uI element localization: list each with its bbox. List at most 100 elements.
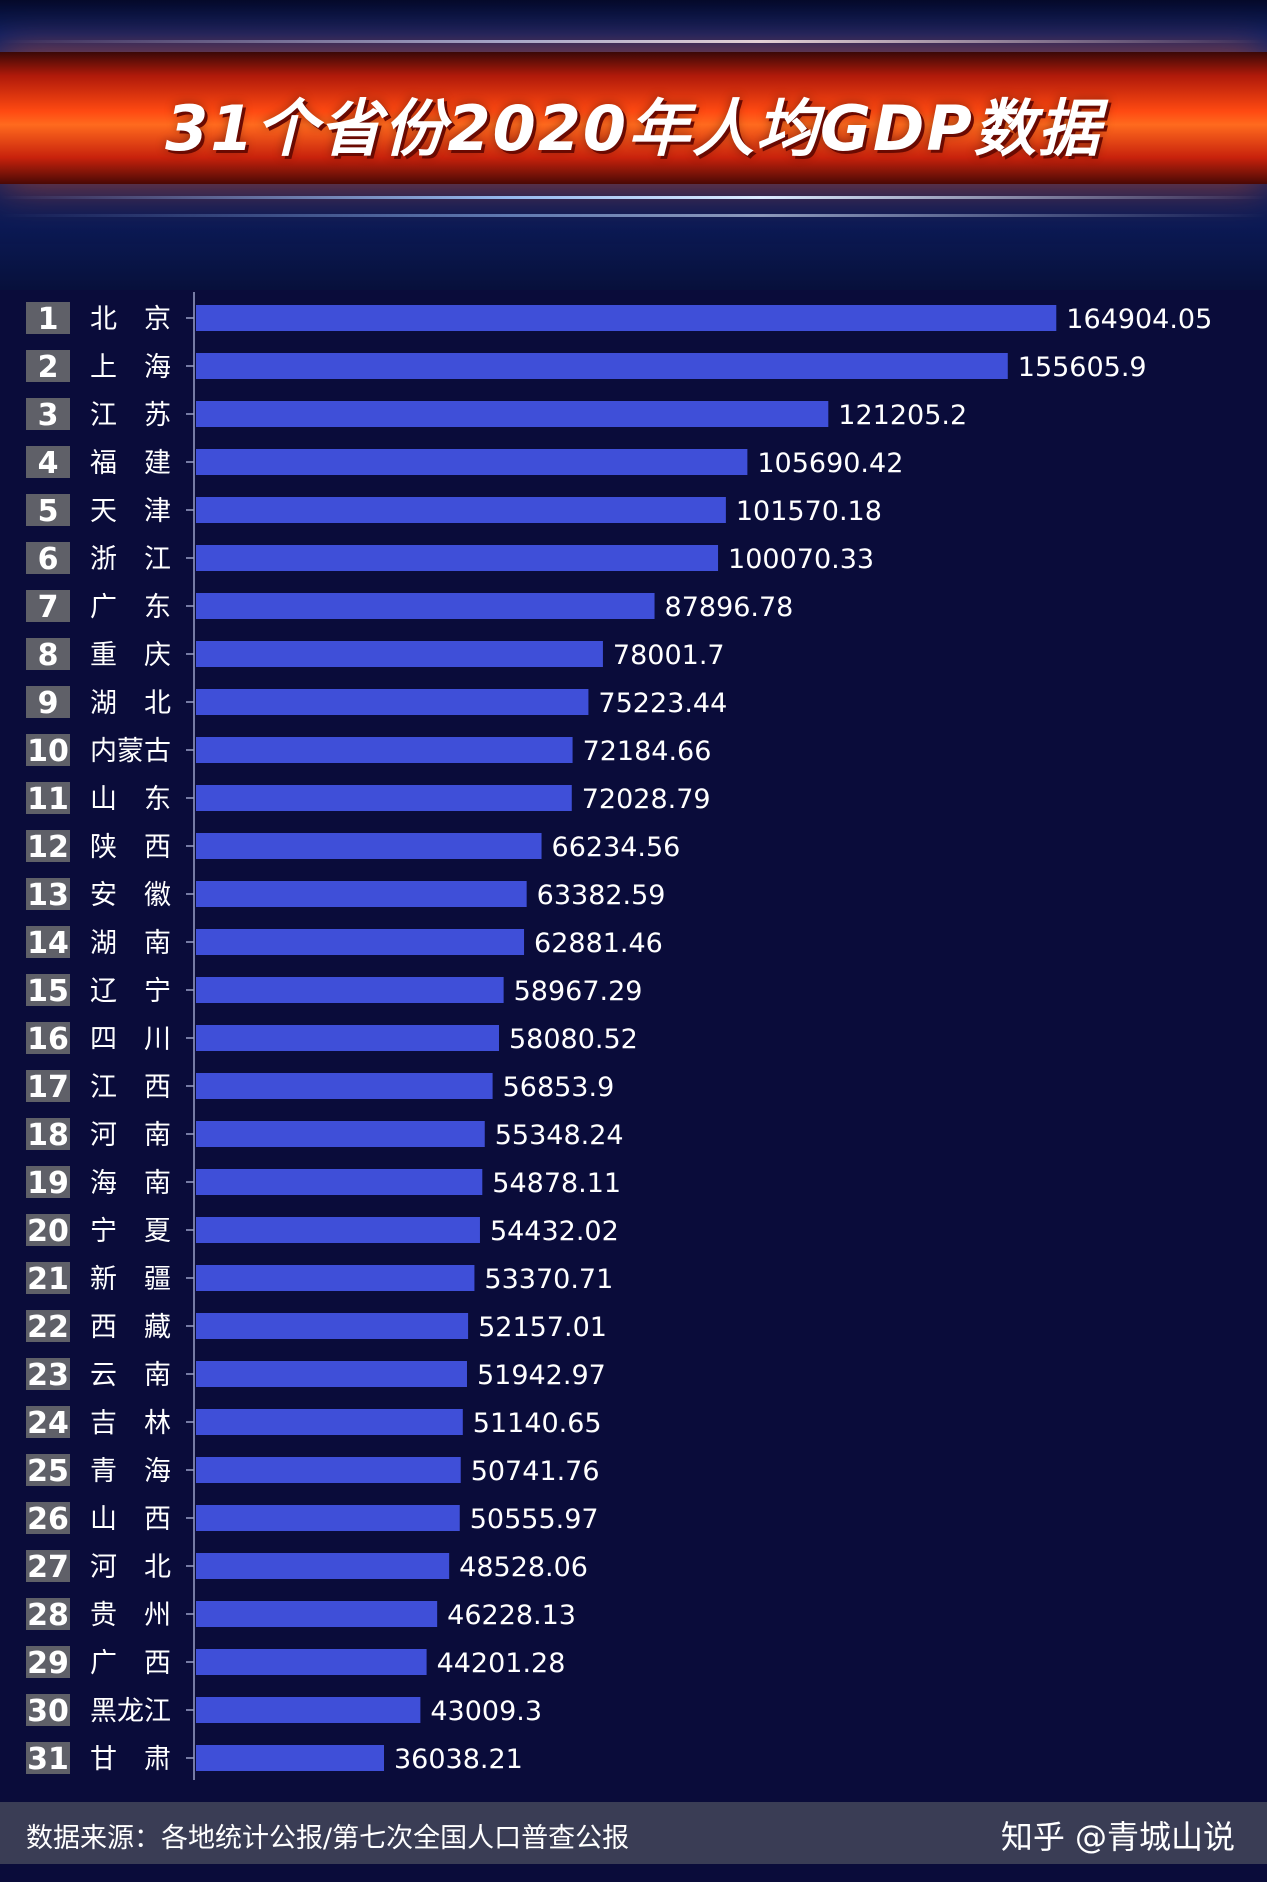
chart-title: 31个省份2020年人均GDP数据 xyxy=(165,92,1102,165)
rank-badge xyxy=(26,686,70,718)
value-label: 46228.13 xyxy=(447,1600,576,1631)
value-label: 121205.2 xyxy=(838,400,967,431)
bar xyxy=(196,1361,467,1387)
rank-label: 27 xyxy=(27,1550,69,1585)
bar xyxy=(196,929,525,955)
rank-label: 5 xyxy=(38,494,59,529)
rank-label: 25 xyxy=(27,1454,69,1489)
rank-badge xyxy=(26,1262,70,1294)
rank-label: 14 xyxy=(27,926,69,961)
value-label: 101570.18 xyxy=(736,496,882,527)
rank-label: 13 xyxy=(27,878,69,913)
bar xyxy=(196,1553,450,1579)
category-label: 陕 西 xyxy=(90,832,171,863)
category-label: 内蒙古 xyxy=(90,736,171,767)
rank-badge xyxy=(26,1646,70,1678)
value-label: 105690.42 xyxy=(757,448,903,479)
rank-label: 19 xyxy=(27,1166,69,1201)
value-label: 55348.24 xyxy=(495,1120,624,1151)
rank-label: 17 xyxy=(27,1070,69,1105)
rank-badge xyxy=(26,1406,70,1438)
rank-badge xyxy=(26,1550,70,1582)
rank-badge xyxy=(26,926,70,958)
value-label: 78001.7 xyxy=(613,640,725,671)
bar xyxy=(196,641,603,667)
rank-badge xyxy=(26,782,70,814)
value-label: 51942.97 xyxy=(477,1360,606,1391)
rank-label: 9 xyxy=(38,686,59,721)
category-label: 河 南 xyxy=(90,1120,171,1151)
value-label: 44201.28 xyxy=(437,1648,566,1679)
category-label: 辽 宁 xyxy=(90,976,171,1007)
value-label: 56853.9 xyxy=(503,1072,615,1103)
bar xyxy=(196,1025,499,1051)
rank-badge xyxy=(26,1214,70,1246)
bar xyxy=(196,1601,438,1627)
category-label: 贵 州 xyxy=(90,1600,171,1631)
bar xyxy=(196,1745,385,1771)
rank-label: 23 xyxy=(27,1358,69,1393)
rank-badge xyxy=(26,350,70,382)
rank-label: 2 xyxy=(38,350,59,385)
value-label: 43009.3 xyxy=(430,1696,542,1727)
bar xyxy=(196,1265,475,1291)
rank-label: 7 xyxy=(38,590,59,625)
category-label: 新 疆 xyxy=(90,1264,171,1295)
bar xyxy=(196,401,829,427)
bar xyxy=(196,1313,469,1339)
bar xyxy=(196,449,748,475)
rank-badge xyxy=(26,1118,70,1150)
category-label: 湖 南 xyxy=(90,928,171,959)
rank-label: 4 xyxy=(38,446,59,481)
title-banner: 31个省份2020年人均GDP数据 xyxy=(0,0,1267,290)
value-label: 58967.29 xyxy=(514,976,643,1007)
value-label: 51140.65 xyxy=(473,1408,602,1439)
category-label: 山 西 xyxy=(90,1504,171,1535)
value-label: 54878.11 xyxy=(492,1168,621,1199)
value-label: 50555.97 xyxy=(470,1504,599,1535)
bar xyxy=(196,545,719,571)
bar xyxy=(196,497,726,523)
category-label: 重 庆 xyxy=(90,640,171,671)
value-label: 100070.33 xyxy=(728,544,874,575)
value-label: 54432.02 xyxy=(490,1216,619,1247)
rank-label: 6 xyxy=(38,542,59,577)
rank-badge xyxy=(26,638,70,670)
value-label: 53370.71 xyxy=(484,1264,613,1295)
value-label: 62881.46 xyxy=(534,928,663,959)
rank-badge xyxy=(26,494,70,526)
category-label: 广 东 xyxy=(90,592,171,623)
rank-badge xyxy=(26,734,70,766)
bar xyxy=(196,1649,427,1675)
rank-badge xyxy=(26,1310,70,1342)
bar xyxy=(196,833,542,859)
rank-label: 8 xyxy=(38,638,59,673)
bar xyxy=(196,1169,483,1195)
category-label: 宁 夏 xyxy=(90,1216,171,1247)
bar xyxy=(196,353,1008,379)
rank-badge xyxy=(26,1022,70,1054)
category-label: 福 建 xyxy=(90,448,171,479)
value-label: 72184.66 xyxy=(583,736,712,767)
value-label: 63382.59 xyxy=(537,880,666,911)
rank-badge xyxy=(26,1502,70,1534)
rank-badge xyxy=(26,590,70,622)
rank-label: 10 xyxy=(27,734,69,769)
value-label: 50741.76 xyxy=(471,1456,600,1487)
category-label: 江 西 xyxy=(90,1072,171,1103)
value-label: 58080.52 xyxy=(509,1024,638,1055)
category-label: 天 津 xyxy=(90,496,171,527)
bar xyxy=(196,1409,463,1435)
value-label: 75223.44 xyxy=(598,688,727,719)
value-label: 36038.21 xyxy=(394,1744,523,1775)
bar xyxy=(196,977,504,1003)
watermark-text: 知乎 @青城山说 xyxy=(1000,1818,1235,1856)
value-label: 48528.06 xyxy=(459,1552,588,1583)
rank-badge xyxy=(26,1598,70,1630)
rank-label: 20 xyxy=(27,1214,69,1249)
bar xyxy=(196,689,589,715)
bar-chart: 1 北 京 164904.05 2 上 海 155605.9 3 江 苏 121205.2 4 福 … xyxy=(26,292,1212,1780)
rank-label: 16 xyxy=(27,1022,69,1057)
bar xyxy=(196,737,573,763)
bar xyxy=(196,305,1057,331)
